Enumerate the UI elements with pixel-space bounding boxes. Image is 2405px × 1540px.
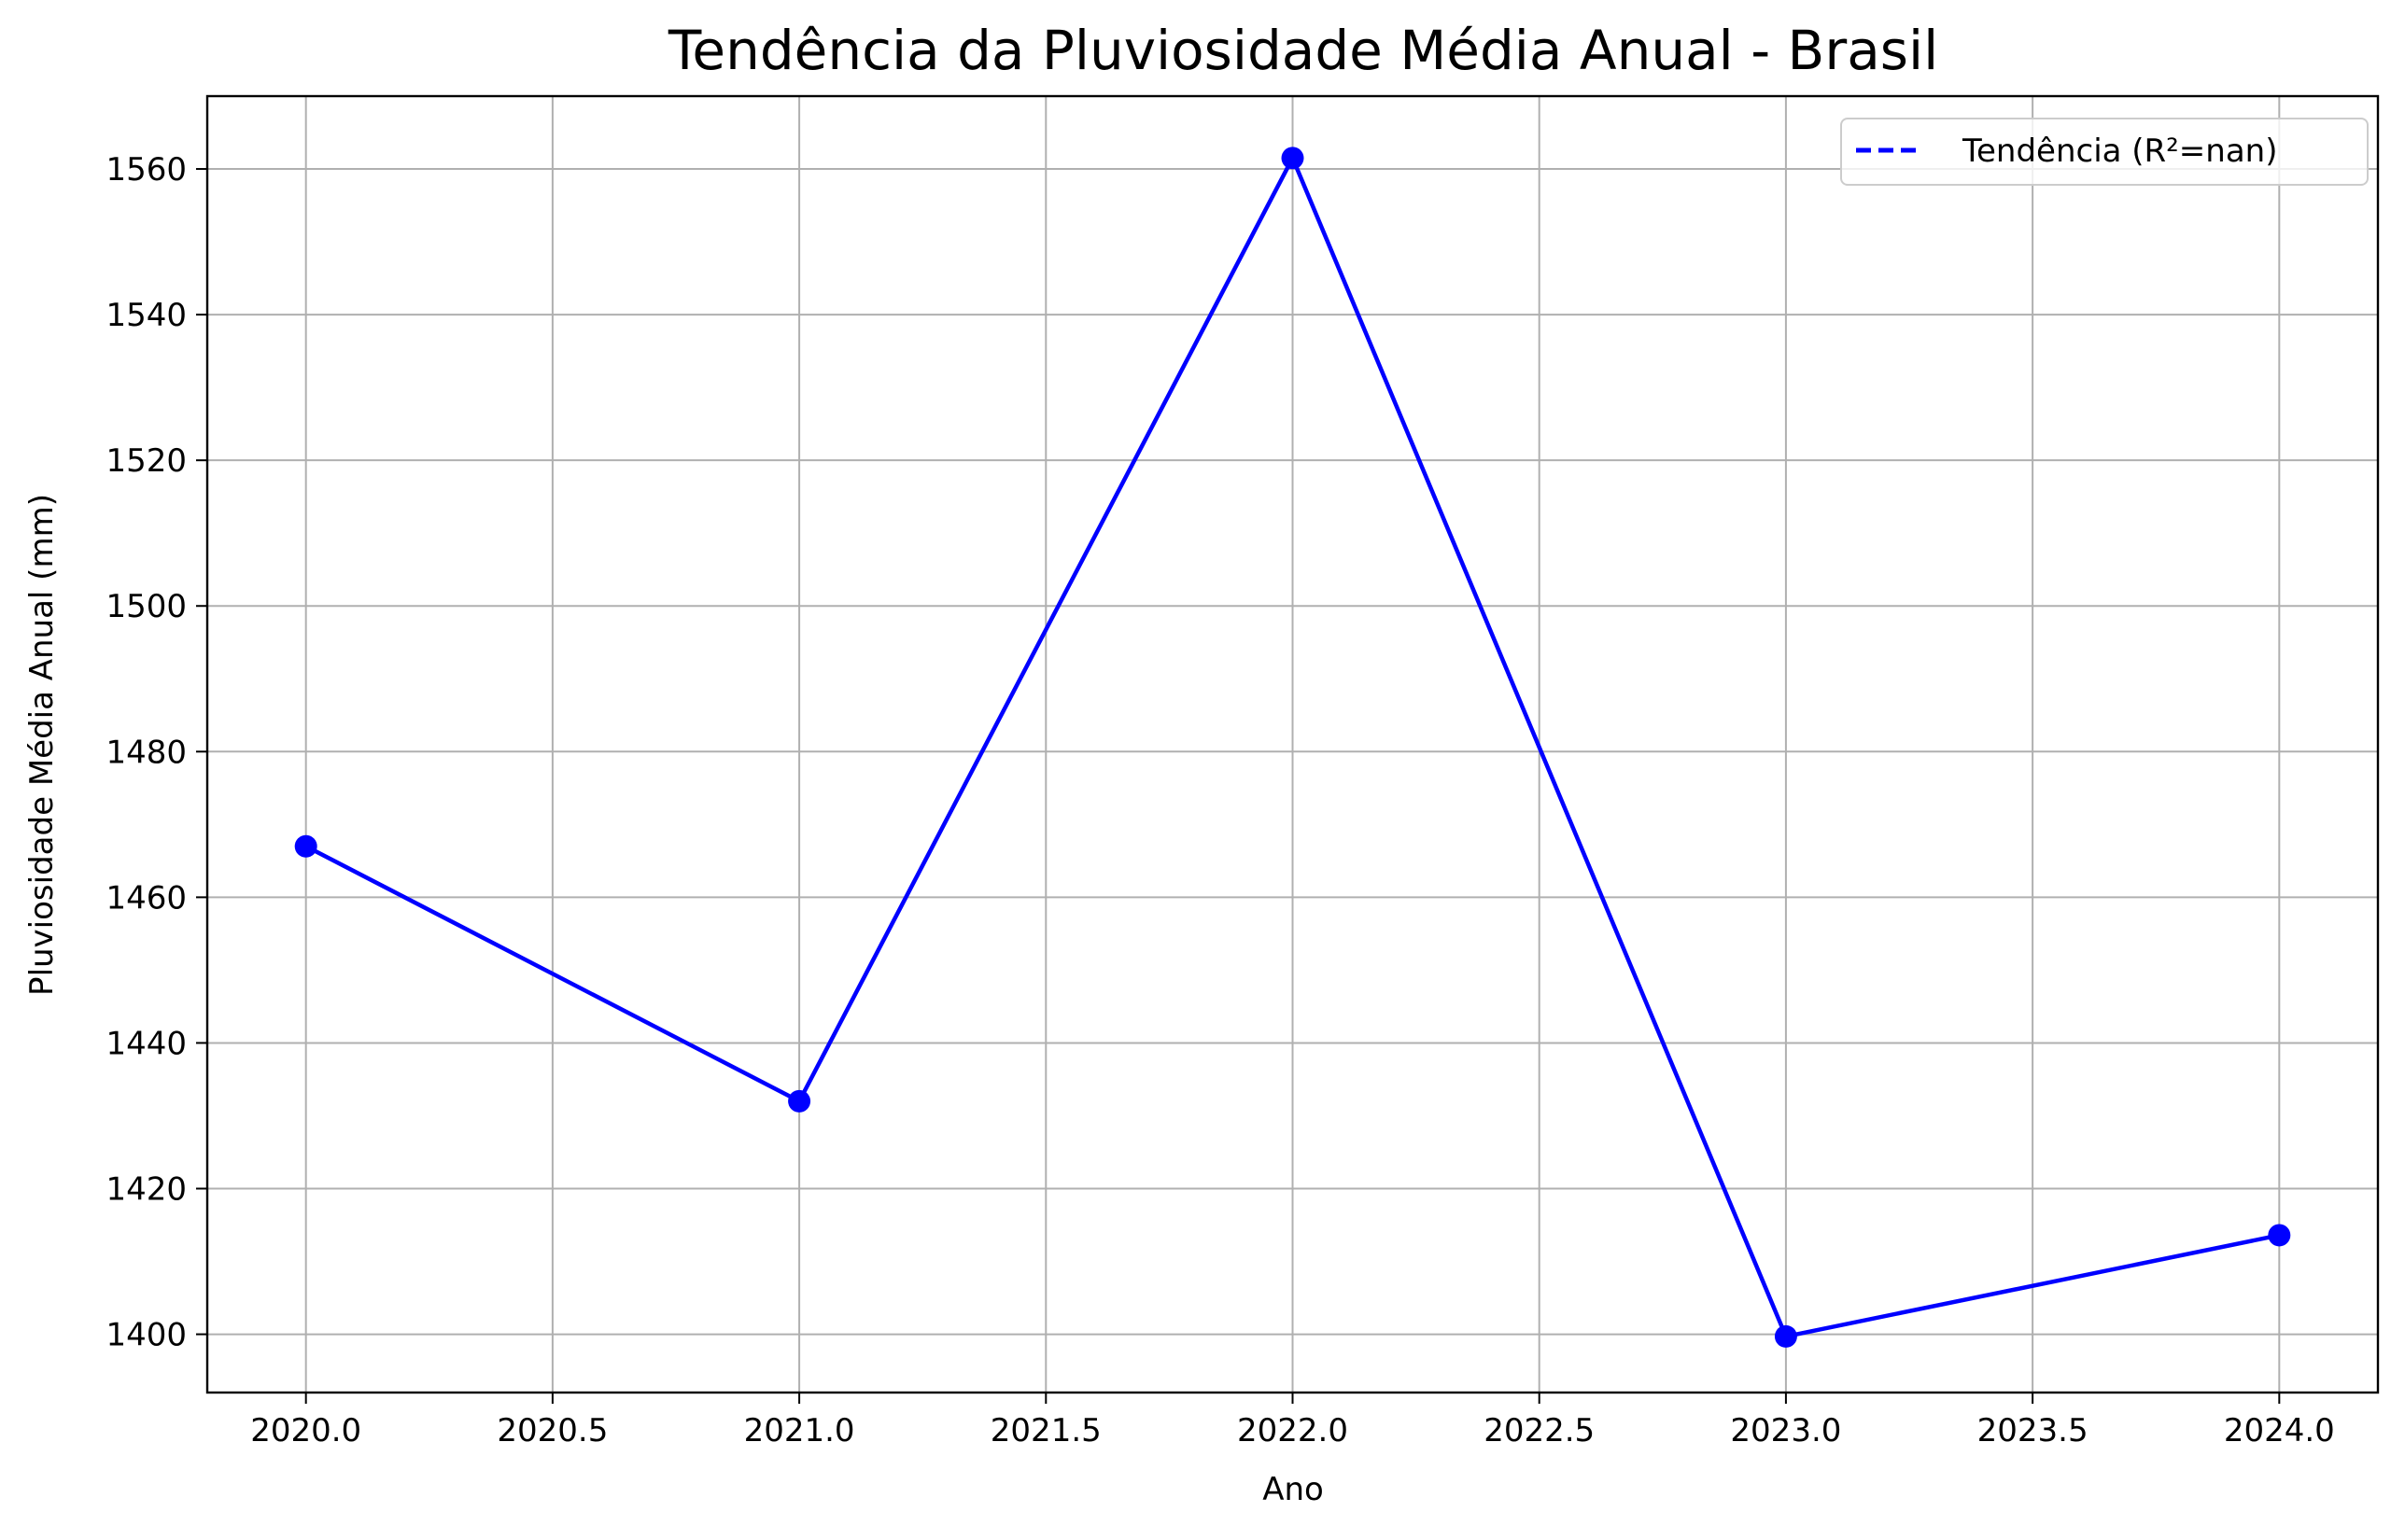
y-tick-label: 1440 (105, 1025, 187, 1062)
data-point (1281, 147, 1304, 170)
data-point (2268, 1224, 2291, 1247)
legend: Tendência (R²=nan) (1840, 118, 2369, 186)
x-tick-label: 2020.5 (497, 1412, 608, 1449)
y-tick-label: 1460 (105, 879, 187, 917)
y-tick-label: 1480 (105, 734, 187, 771)
x-tick-label: 2024.0 (2224, 1412, 2335, 1449)
x-tick-label: 2023.5 (1977, 1412, 2089, 1449)
x-tick-label: 2020.0 (250, 1412, 361, 1449)
data-point (788, 1089, 811, 1113)
legend-label: Tendência (R²=nan) (1962, 133, 2278, 170)
y-axis-label: Pluviosidade Média Anual (mm) (23, 494, 61, 996)
data-point (294, 834, 317, 858)
y-tick-label: 1520 (105, 442, 187, 480)
x-axis-label: Ano (1262, 1471, 1324, 1508)
x-tick-label: 2023.0 (1730, 1412, 1841, 1449)
chart-title: Tendência da Pluviosidade Média Anual - … (668, 19, 1938, 82)
x-tick-label: 2021.0 (744, 1412, 855, 1449)
legend-box (1840, 118, 2369, 186)
y-axis: 1400 1420 1440 1460 1480 1500 1520 1540 1560 (105, 151, 207, 1354)
x-tick-label: 2022.0 (1237, 1412, 1348, 1449)
x-axis: 2020.0 2020.5 2021.0 2021.5 2022.0 2022.5 2023… (250, 1393, 2335, 1449)
y-tick-label: 1500 (105, 588, 187, 625)
y-tick-label: 1540 (105, 297, 187, 334)
y-tick-label: 1400 (105, 1317, 187, 1354)
x-tick-label: 2022.5 (1484, 1412, 1595, 1449)
data-point (1774, 1324, 1797, 1348)
series-group (294, 147, 2291, 1348)
y-tick-label: 1560 (105, 151, 187, 189)
y-tick-label: 1420 (105, 1171, 187, 1209)
x-tick-label: 2021.5 (991, 1412, 1102, 1449)
